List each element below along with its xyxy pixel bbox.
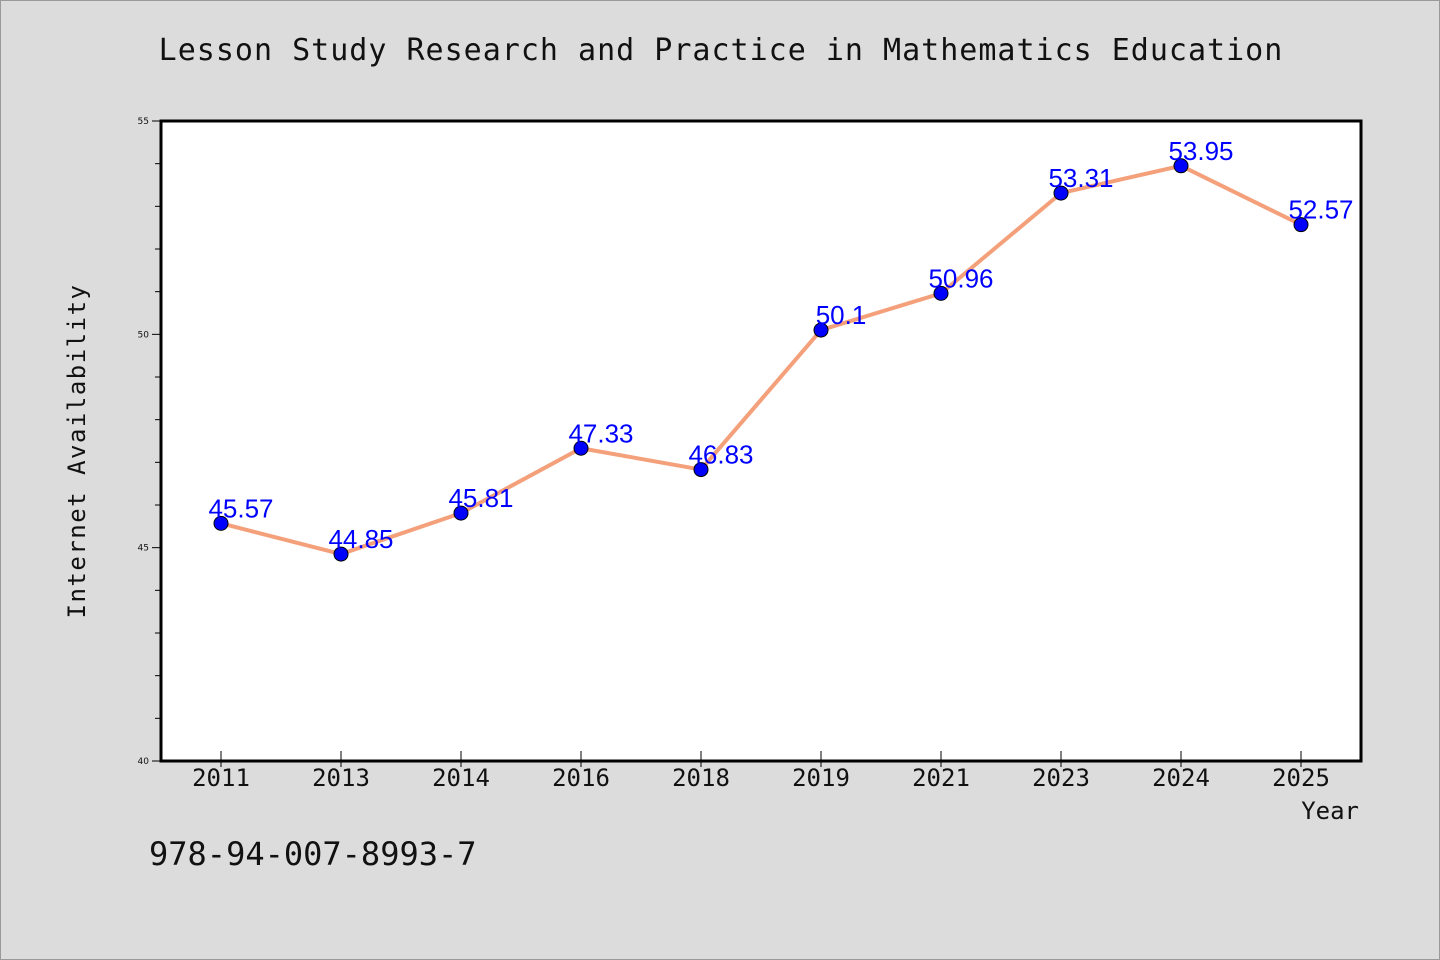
data-point <box>573 440 589 456</box>
data-label: 47.33 <box>568 418 633 448</box>
x-tick-label: 2016 <box>552 764 610 792</box>
series-line <box>219 163 1303 557</box>
y-tick-label: 40 <box>138 757 150 767</box>
x-tick-label: 2021 <box>912 764 970 792</box>
plot-area <box>161 121 1361 761</box>
data-point <box>453 505 469 521</box>
x-tick-label: 2011 <box>192 764 250 792</box>
data-label: 50.1 <box>816 300 867 330</box>
data-point <box>1173 158 1189 174</box>
x-tick-label: 2025 <box>1272 764 1330 792</box>
plot-border <box>159 119 1363 763</box>
data-label: 45.81 <box>448 483 513 513</box>
isbn-footer: 978-94-007-8993-7 <box>149 835 477 873</box>
x-tick-label: 2013 <box>312 764 370 792</box>
y-tick-label: 45 <box>138 544 149 554</box>
chart-title: Lesson Study Research and Practice in Ma… <box>158 33 1284 68</box>
data-point <box>693 462 709 478</box>
data-label: 45.57 <box>208 493 273 523</box>
x-tick-label: 2018 <box>672 764 730 792</box>
data-label: 50.96 <box>928 263 993 293</box>
x-tick-label: 2024 <box>1152 764 1210 792</box>
data-label: 44.85 <box>328 524 393 554</box>
data-point <box>1053 185 1069 201</box>
x-tick-label: 2023 <box>1032 764 1090 792</box>
y-tick-label: 55 <box>138 117 149 127</box>
data-point <box>933 285 949 301</box>
data-point <box>333 546 349 562</box>
data-label: 53.95 <box>1168 136 1233 166</box>
data-point <box>813 322 829 338</box>
data-point <box>1293 217 1309 233</box>
y-tick-label: 50 <box>138 330 150 340</box>
data-label: 46.83 <box>688 440 753 470</box>
data-label: 53.31 <box>1048 163 1113 193</box>
x-tick-label: 2019 <box>792 764 850 792</box>
data-label: 52.57 <box>1288 195 1353 225</box>
x-tick-label: 2014 <box>432 764 490 792</box>
x-axis-label: Year <box>1301 797 1359 825</box>
data-point <box>213 515 229 531</box>
